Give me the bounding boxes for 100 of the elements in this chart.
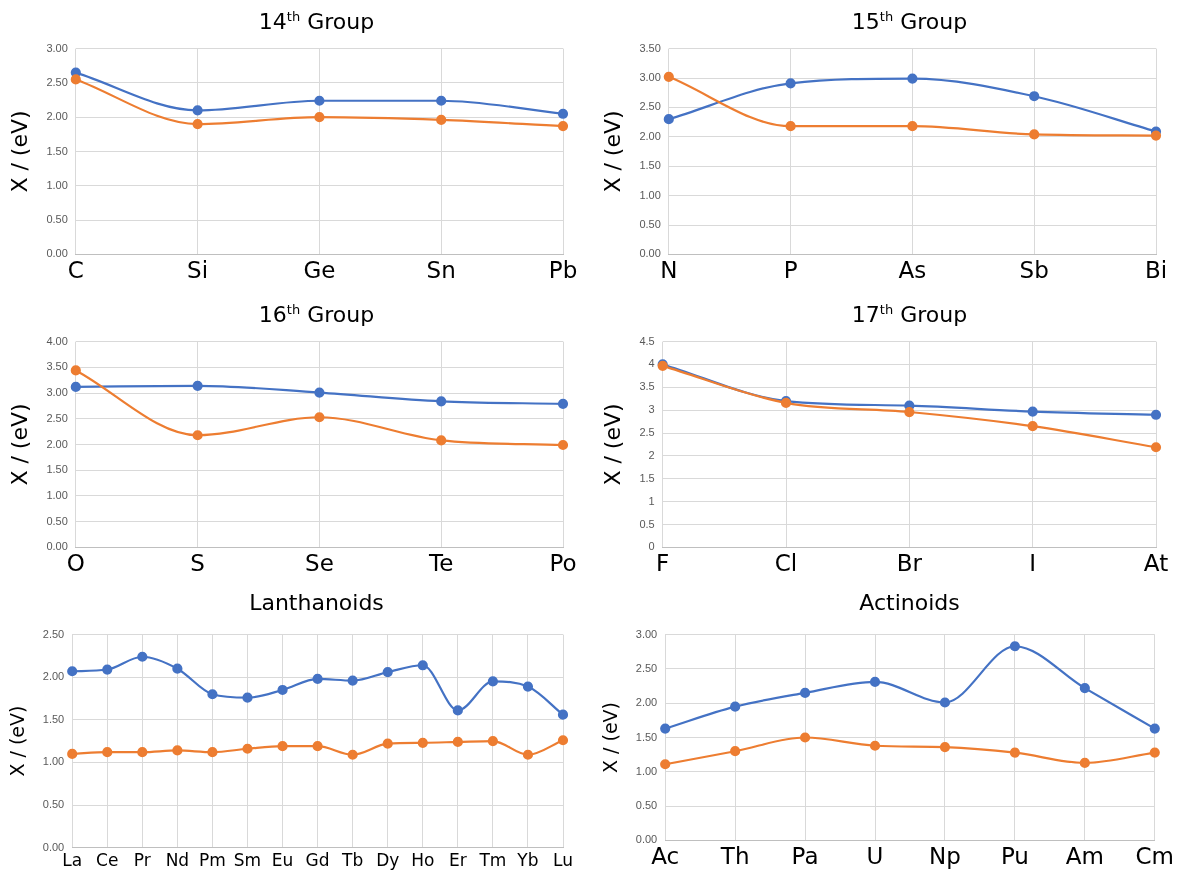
- x-tick-label: U: [866, 843, 884, 870]
- x-tick-label: Ge: [303, 257, 336, 284]
- y-tick-label: 3.50: [639, 41, 661, 54]
- y-tick-label: 3.00: [46, 41, 68, 54]
- x-tick-label: Sm: [233, 850, 262, 871]
- y-tick-label: 0.00: [46, 247, 68, 260]
- y-tick-label: 3.50: [46, 360, 68, 373]
- y-tick-label: 1.50: [42, 712, 65, 725]
- x-tick-label: Te: [428, 550, 454, 577]
- x-tick-label: Sb: [1019, 257, 1049, 284]
- x-tick-label: Nd: [165, 850, 190, 871]
- x-tick-label: Br: [896, 550, 923, 577]
- y-tick-label: 2.00: [639, 129, 661, 142]
- y-axis-title: X / (eV): [599, 110, 625, 193]
- y-axis-title: X / (eV): [6, 705, 29, 777]
- x-tick-label: Ac: [651, 843, 680, 870]
- y-tick-label: 1.00: [46, 488, 68, 501]
- x-tick-label: Sn: [426, 257, 456, 284]
- x-tick-label: Yb: [516, 850, 539, 871]
- x-tick-label: Pr: [133, 850, 151, 871]
- chart-title: 16$^{th}$ Group: [257, 301, 376, 328]
- y-tick-label: 0.00: [635, 833, 658, 846]
- x-tick-label: N: [660, 257, 678, 284]
- y-tick-label: 0.00: [639, 247, 661, 260]
- x-tick-label: As: [898, 257, 927, 284]
- x-tick-label: Gd: [305, 850, 330, 871]
- x-tick-label: La: [62, 850, 83, 871]
- y-tick-label: 2.00: [635, 696, 658, 709]
- y-tick-label: 4: [648, 357, 655, 370]
- x-tick-label: Dy: [376, 850, 400, 871]
- x-tick-label: Pa: [791, 843, 819, 870]
- y-tick-label: 1.5: [639, 471, 655, 484]
- y-tick-label: 3: [648, 403, 655, 416]
- x-tick-label: Si: [187, 257, 209, 284]
- y-tick-label: 1.50: [639, 159, 661, 172]
- y-tick-label: 1: [648, 494, 655, 507]
- y-tick-label: 1.00: [42, 755, 65, 768]
- y-tick-label: 0.50: [46, 213, 68, 226]
- y-tick-label: 3.00: [639, 71, 661, 84]
- x-tick-label: Cl: [774, 550, 798, 577]
- y-tick-label: 0.50: [635, 799, 658, 812]
- y-tick-label: 4.00: [46, 334, 68, 347]
- x-tick-label: Eu: [271, 850, 294, 871]
- x-tick-label: Pm: [199, 850, 226, 871]
- y-tick-label: 2.00: [42, 670, 65, 683]
- x-tick-label: Pb: [548, 257, 578, 284]
- y-axis-title: X / (eV): [599, 403, 625, 486]
- y-tick-label: 0.50: [42, 798, 65, 811]
- chart-title: 15$^{th}$ Group: [850, 8, 969, 35]
- y-tick-label: 2.50: [46, 411, 68, 424]
- x-tick-label: At: [1143, 550, 1169, 577]
- y-tick-label: 3.00: [635, 627, 658, 640]
- y-tick-label: 1.50: [46, 144, 68, 157]
- y-tick-label: 0.50: [639, 218, 661, 231]
- y-tick-label: 1.00: [639, 188, 661, 201]
- x-tick-label: F: [656, 550, 670, 577]
- y-tick-label: 3.00: [46, 386, 68, 399]
- y-tick-label: 1.00: [46, 178, 68, 191]
- x-tick-label: P: [783, 257, 798, 284]
- chart-title: 14$^{th}$ Group: [257, 8, 376, 35]
- y-tick-label: 2: [648, 448, 655, 461]
- x-tick-label: I: [1029, 550, 1037, 577]
- y-tick-label: 2.50: [639, 100, 661, 113]
- x-tick-label: Pu: [1000, 843, 1029, 870]
- y-tick-label: 1.00: [635, 764, 658, 777]
- x-tick-label: Ce: [96, 850, 119, 871]
- x-tick-label: Tm: [478, 850, 507, 871]
- chart-title: 17$^{th}$ Group: [850, 301, 969, 328]
- y-tick-label: 2.50: [46, 75, 68, 88]
- y-axis-title: X / (eV): [599, 701, 622, 774]
- y-tick-label: 0.00: [46, 540, 68, 553]
- y-tick-label: 0.5: [639, 517, 655, 530]
- y-tick-label: 2.00: [46, 437, 68, 450]
- x-tick-label: Lu: [553, 850, 573, 871]
- y-tick-label: 2.00: [46, 110, 68, 123]
- x-tick-label: Ho: [411, 850, 435, 871]
- x-tick-label: Er: [448, 850, 467, 871]
- x-tick-label: Th: [719, 843, 750, 870]
- x-tick-label: C: [67, 257, 84, 284]
- x-tick-label: Cm: [1135, 843, 1174, 870]
- x-tick-label: Se: [305, 550, 334, 577]
- y-tick-label: 2.5: [639, 426, 655, 439]
- y-tick-label: 1.50: [46, 463, 68, 476]
- x-tick-label: O: [66, 550, 85, 577]
- y-tick-label: 3.5: [639, 380, 655, 393]
- y-tick-label: 4.5: [639, 334, 655, 347]
- x-tick-label: Am: [1065, 843, 1104, 870]
- y-tick-label: 0.00: [42, 840, 65, 853]
- x-tick-label: Bi: [1144, 257, 1168, 284]
- y-tick-label: 1.50: [635, 730, 658, 743]
- y-tick-label: 2.50: [635, 661, 658, 674]
- chart-title: Lanthanoids: [248, 589, 385, 617]
- chart-title: Actinoids: [858, 589, 961, 617]
- y-axis-title: X / (eV): [6, 110, 32, 193]
- y-tick-label: 2.50: [42, 627, 65, 640]
- x-tick-label: Po: [549, 550, 577, 577]
- x-tick-label: S: [190, 550, 205, 577]
- y-tick-label: 0: [648, 540, 655, 553]
- x-tick-label: Np: [929, 843, 961, 870]
- y-axis-title: X / (eV): [6, 403, 32, 486]
